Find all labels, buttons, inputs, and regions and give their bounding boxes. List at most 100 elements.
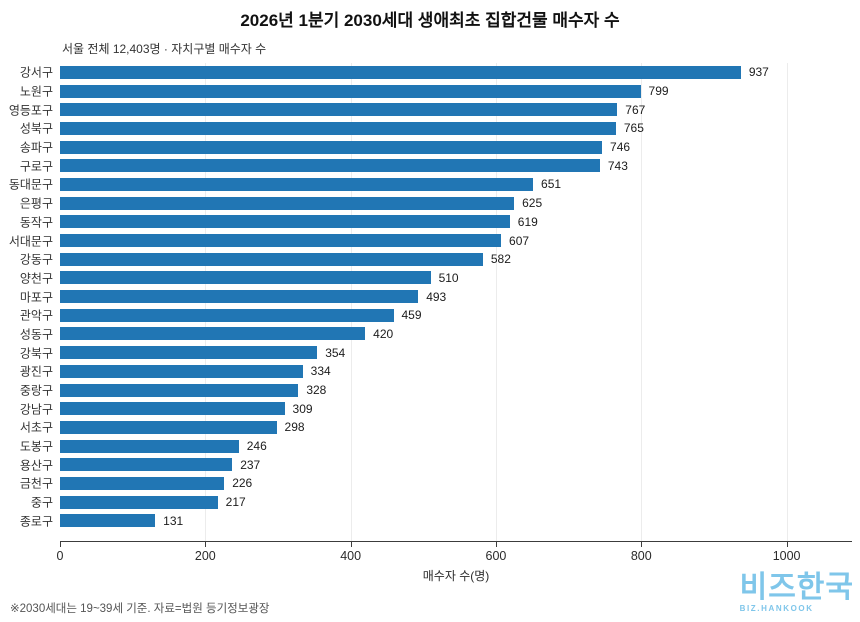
value-label: 420 (373, 326, 394, 341)
bar-row: 강서구 937 (20, 63, 852, 82)
gridline-800 (641, 63, 643, 541)
category-label: 중구 (30, 495, 53, 510)
bar-row: 서초구 298 (20, 418, 852, 437)
x-tick-0 (60, 542, 61, 547)
x-tick-label-0: 0 (56, 549, 64, 563)
value-label: 767 (625, 102, 646, 117)
value-label: 743 (607, 158, 628, 173)
category-label: 강서구 (19, 65, 53, 80)
logo-english-text: BIZ.HANKOOK (739, 604, 814, 613)
bar-row: 금천구 226 (20, 474, 852, 493)
category-label: 강남구 (19, 402, 53, 417)
bar (60, 439, 239, 453)
bar-row: 동작구 619 (20, 213, 852, 232)
value-label: 459 (401, 308, 422, 323)
bar (60, 458, 233, 472)
bar (60, 495, 218, 509)
category-label: 관악구 (19, 308, 53, 323)
gridline-600 (495, 63, 497, 541)
bar (60, 346, 318, 360)
bar (60, 65, 741, 79)
x-tick-1000 (786, 542, 788, 547)
bar (60, 308, 394, 322)
category-label: 동대문구 (8, 177, 53, 192)
bar-row: 동대문구 651 (9, 175, 852, 194)
value-label: 607 (509, 233, 530, 248)
value-label: 354 (325, 345, 346, 360)
category-label: 광진구 (19, 364, 53, 379)
x-tick-label-400: 400 (340, 549, 362, 563)
footnote: ※2030세대는 19~39세 기준. 자료=법원 등기정보광장 (10, 603, 270, 615)
category-label: 송파구 (19, 140, 53, 155)
bar-rows: 강서구 937 노원구 799 영등포구 767 성북구 765 송파구 746 구로구 743 동대문… (9, 63, 852, 531)
value-label: 237 (240, 457, 261, 472)
bar-row: 서대문구 607 (9, 231, 852, 250)
bar-row: 용산구 237 (20, 455, 852, 474)
value-label: 298 (284, 420, 305, 435)
category-label: 종로구 (19, 514, 53, 529)
value-label: 625 (522, 196, 543, 211)
bar (60, 177, 534, 191)
bar (60, 271, 431, 285)
x-axis-label: 매수자 수(명) (422, 569, 490, 583)
bar (60, 103, 618, 117)
bar (60, 121, 616, 135)
bar-row: 강북구 354 (20, 343, 852, 362)
bar (60, 514, 156, 528)
bar-row: 광진구 334 (20, 362, 852, 381)
bar (60, 290, 419, 304)
bar (60, 140, 603, 154)
gridline-1000 (786, 63, 788, 541)
bar-row: 노원구 799 (20, 82, 852, 101)
bar (60, 196, 515, 210)
category-label: 도봉구 (19, 439, 53, 454)
value-label: 619 (517, 214, 538, 229)
chart-title: 2026년 1분기 2030세대 생애최초 집합건물 매수자 수 (240, 11, 620, 30)
bar (60, 84, 641, 98)
bar-row: 성북구 765 (20, 119, 852, 138)
category-label: 중랑구 (19, 383, 53, 398)
category-label: 서초구 (19, 420, 53, 435)
x-tick-200 (205, 542, 207, 547)
category-label: 성동구 (19, 327, 53, 342)
bar-row: 도봉구 246 (20, 437, 852, 456)
bar-row: 구로구 743 (20, 156, 852, 175)
value-label: 246 (246, 439, 267, 454)
bar (60, 402, 285, 416)
value-label: 937 (748, 65, 769, 80)
bar (60, 476, 225, 490)
category-label: 금천구 (19, 476, 53, 491)
value-label: 765 (623, 121, 644, 136)
publisher-logo: 비즈한국 BIZ.HANKOOK (739, 571, 854, 614)
value-label: 493 (426, 289, 447, 304)
bar-row: 송파구 746 (20, 138, 852, 157)
bar-row: 관악구 459 (20, 306, 852, 325)
x-tick-label-1000: 1000 (772, 549, 801, 563)
category-label: 용산구 (19, 458, 53, 473)
plot-area: 강서구 937 노원구 799 영등포구 767 성북구 765 송파구 746 구로구 743 동대문… (9, 63, 852, 563)
bar-row: 중랑구 328 (20, 381, 852, 400)
category-label: 구로구 (19, 159, 53, 174)
bar-row: 종로구 131 (20, 512, 852, 531)
bar (60, 234, 502, 248)
chart-subtitle: 서울 전체 12,403명 · 자치구별 매수자 수 (62, 42, 267, 56)
bar-row: 마포구 493 (20, 287, 852, 306)
bar-row: 영등포구 767 (9, 100, 852, 119)
value-label: 217 (225, 495, 246, 510)
category-label: 마포구 (19, 290, 53, 305)
x-tick-400 (350, 542, 352, 547)
bar (60, 327, 366, 341)
value-label: 799 (648, 84, 669, 99)
x-tick-800 (641, 542, 643, 547)
bar-row: 강남구 309 (20, 399, 852, 418)
category-label: 동작구 (19, 215, 53, 230)
bar (60, 364, 303, 378)
bar-row: 양천구 510 (20, 269, 852, 288)
logo-korean-text: 비즈한국 (739, 571, 854, 604)
category-label: 서대문구 (8, 234, 53, 249)
value-label: 651 (541, 177, 562, 192)
value-label: 334 (310, 364, 331, 379)
bar (60, 420, 277, 434)
bar (60, 215, 510, 229)
